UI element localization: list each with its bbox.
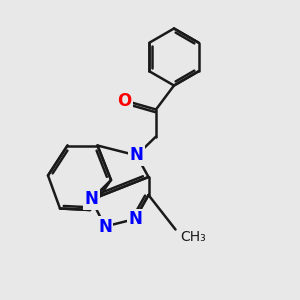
Text: N: N <box>130 146 143 164</box>
Text: N: N <box>85 190 98 208</box>
Text: N: N <box>128 210 142 228</box>
Text: N: N <box>98 218 112 236</box>
Text: O: O <box>117 92 132 110</box>
Text: CH₃: CH₃ <box>180 230 206 244</box>
